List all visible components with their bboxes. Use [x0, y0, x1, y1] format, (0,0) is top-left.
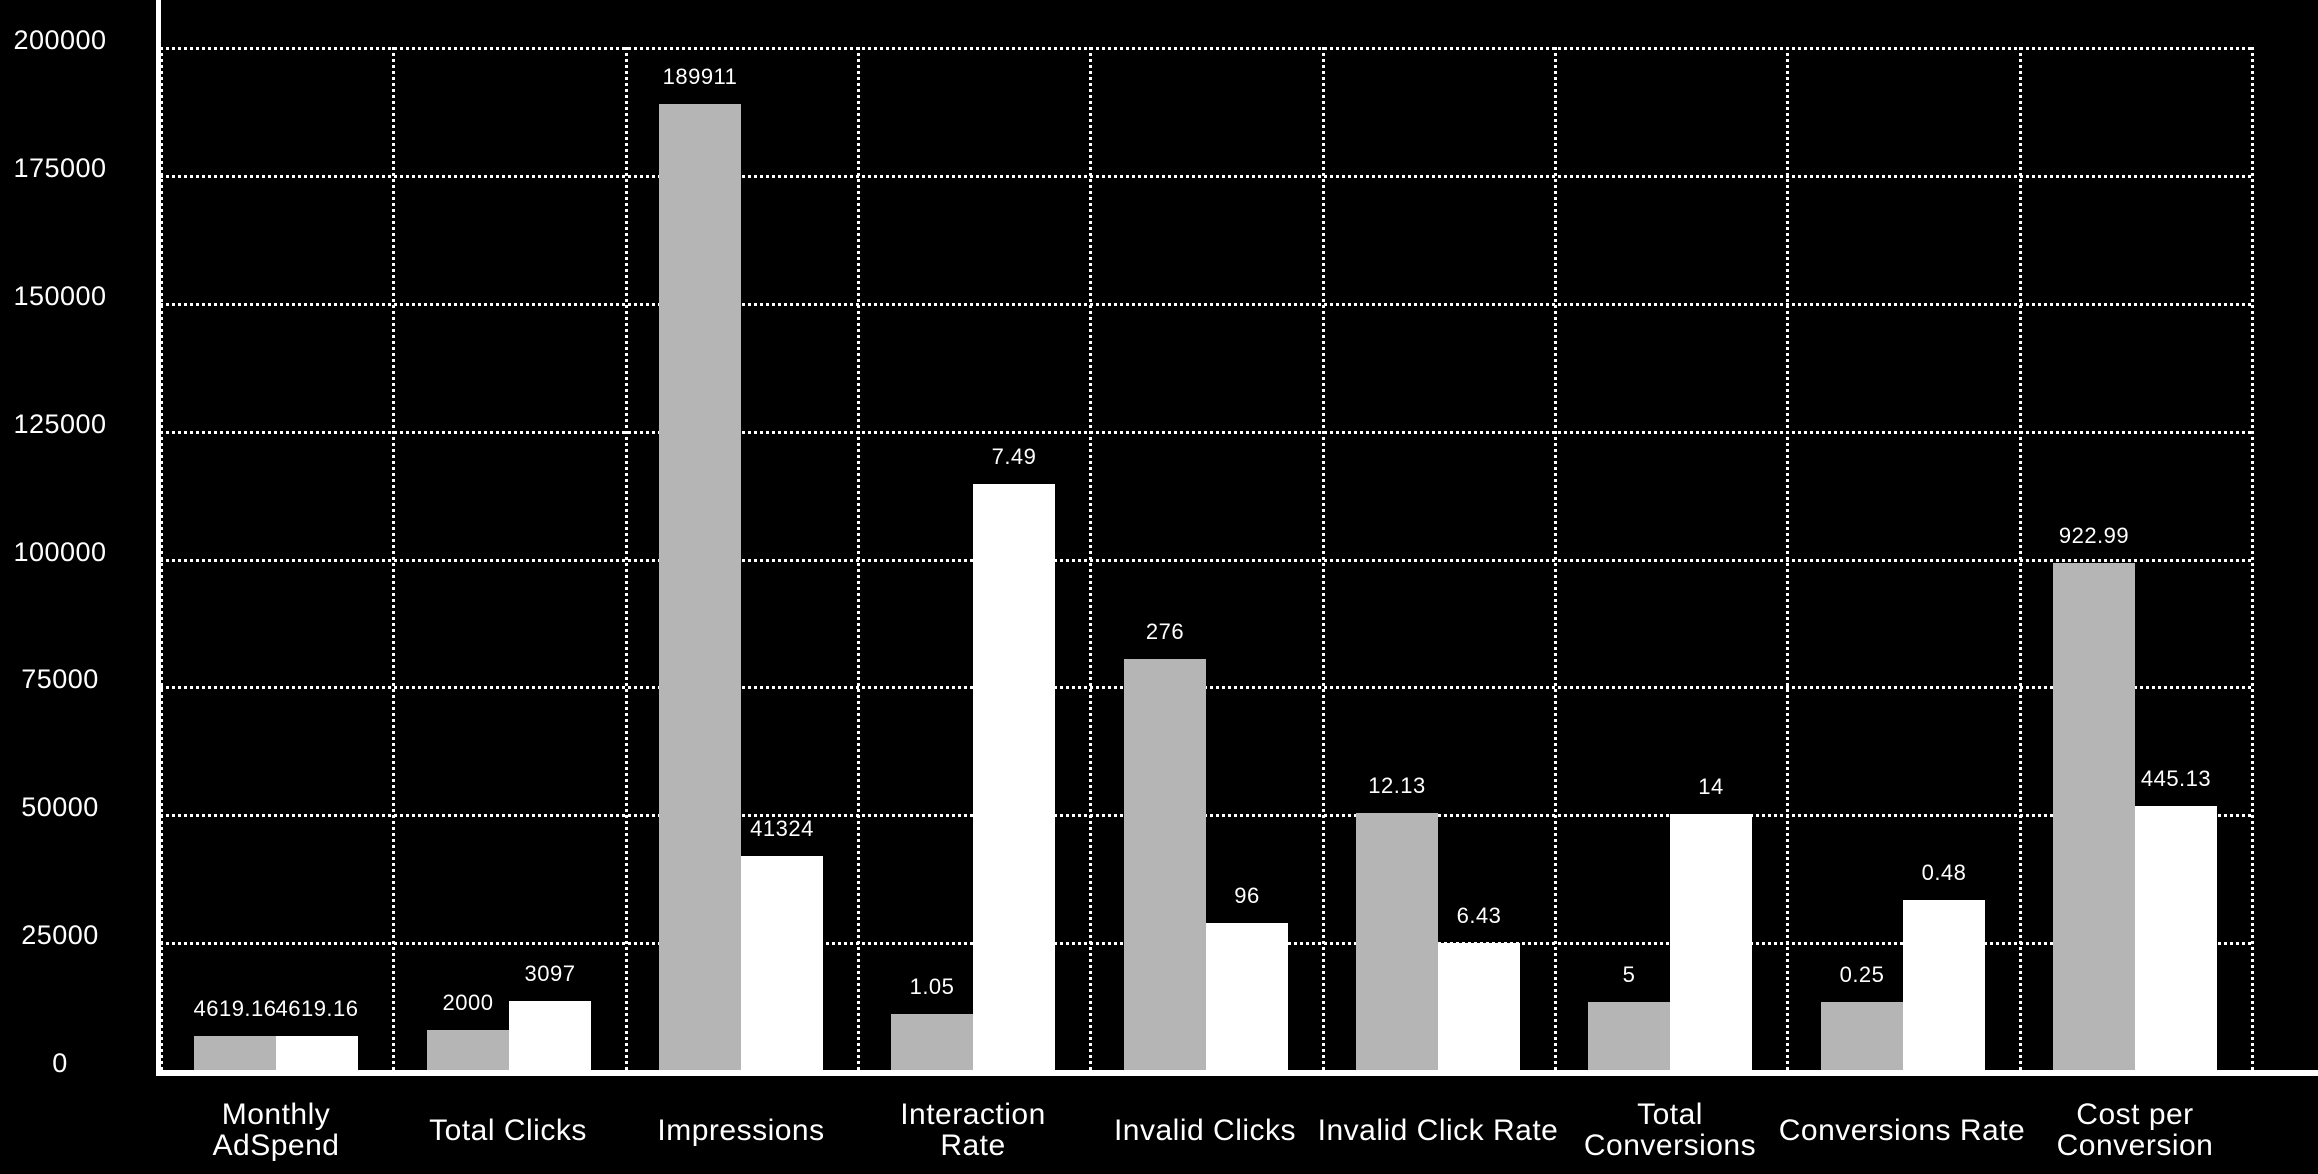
bar-series-2-white-conversions-rate [1903, 900, 1985, 1070]
bar-series-2-white-invalid-clicks [1206, 923, 1288, 1070]
category-label-total-conversions: Total Conversions [1583, 1098, 1757, 1162]
value-label-series-2-white-invalid-click-rate: 6.43 [1456, 903, 1502, 928]
value-label-series-1-gray-invalid-click-rate: 12.13 [1368, 773, 1426, 798]
value-label-series-2-white-invalid-clicks: 96 [1234, 883, 1260, 908]
bar-series-1-gray-total-clicks [427, 1030, 509, 1070]
category-label-total-clicks: Total Clicks [429, 1113, 587, 1147]
y-tick-label-0: 0 [52, 1048, 68, 1078]
vertical-gridline-0 [160, 47, 163, 1070]
y-tick-label-200000: 200000 [13, 25, 107, 55]
bar-series-1-gray-total-conversions [1588, 1002, 1670, 1070]
category-label-monthly-adspend: Monthly AdSpend [212, 1098, 340, 1162]
vertical-gridline-3 [857, 47, 860, 1070]
bar-series-1-gray-monthly-adspend [194, 1036, 276, 1070]
x-axis-line [156, 1070, 2318, 1076]
y-axis-line [156, 0, 161, 1075]
category-label-cost-per-conversion: Cost per Conversion [2056, 1098, 2214, 1162]
value-label-series-1-gray-total-clicks: 2000 [442, 990, 494, 1015]
horizontal-gridline-175000 [160, 175, 2251, 178]
bar-series-1-gray-impressions [659, 104, 741, 1070]
horizontal-gridline-100000 [160, 559, 2251, 562]
horizontal-gridline-200000 [160, 47, 2251, 50]
vertical-gridline-7 [1786, 47, 1789, 1070]
bar-series-2-white-monthly-adspend [276, 1036, 358, 1070]
bar-series-2-white-cost-per-conversion [2135, 806, 2217, 1070]
bar-series-2-white-total-clicks [509, 1001, 591, 1070]
value-label-series-2-white-total-clicks: 3097 [524, 961, 576, 986]
bar-series-2-white-interaction-rate [973, 484, 1055, 1070]
value-label-series-2-white-conversions-rate: 0.48 [1921, 860, 1967, 885]
category-label-impressions: Impressions [657, 1113, 825, 1147]
value-label-series-2-white-total-conversions: 14 [1698, 774, 1724, 799]
value-label-series-1-gray-cost-per-conversion: 922.99 [2058, 523, 2130, 548]
bar-series-2-white-total-conversions [1670, 814, 1752, 1070]
vertical-gridline-2 [625, 47, 628, 1070]
value-label-series-1-gray-impressions: 189911 [662, 64, 738, 89]
bar-series-1-gray-invalid-click-rate [1356, 813, 1438, 1070]
category-label-interaction-rate: Interaction Rate [900, 1098, 1046, 1162]
y-tick-label-25000: 25000 [21, 920, 99, 950]
category-label-invalid-click-rate: Invalid Click Rate [1317, 1113, 1559, 1147]
vertical-gridline-1 [392, 47, 395, 1070]
value-label-series-2-white-cost-per-conversion: 445.13 [2140, 766, 2212, 791]
category-label-invalid-clicks: Invalid Clicks [1113, 1113, 1297, 1147]
value-label-series-1-gray-total-conversions: 5 [1622, 962, 1636, 987]
bar-series-1-gray-conversions-rate [1821, 1002, 1903, 1070]
vertical-gridline-4 [1089, 47, 1092, 1070]
value-label-series-1-gray-invalid-clicks: 276 [1145, 619, 1185, 644]
bar-series-2-white-invalid-click-rate [1438, 943, 1520, 1070]
bar-series-2-white-impressions [741, 856, 823, 1070]
category-label-conversions-rate: Conversions Rate [1778, 1113, 2026, 1147]
vertical-gridline-5 [1322, 47, 1325, 1070]
vertical-gridline-9 [2251, 47, 2254, 1070]
vertical-gridline-6 [1554, 47, 1557, 1070]
value-label-series-2-white-interaction-rate: 7.49 [991, 444, 1037, 469]
value-label-series-1-gray-interaction-rate: 1.05 [909, 974, 955, 999]
value-label-series-2-white-monthly-adspend: 4619.16 [275, 996, 359, 1021]
value-label-series-2-white-impressions: 41324 [750, 816, 814, 841]
value-label-series-1-gray-conversions-rate: 0.25 [1839, 962, 1885, 987]
bar-series-1-gray-interaction-rate [891, 1014, 973, 1070]
vertical-gridline-8 [2019, 47, 2022, 1070]
horizontal-gridline-125000 [160, 431, 2251, 434]
y-tick-label-50000: 50000 [21, 792, 99, 822]
horizontal-gridline-150000 [160, 303, 2251, 306]
bar-series-1-gray-cost-per-conversion [2053, 563, 2135, 1070]
value-label-series-1-gray-monthly-adspend: 4619.16 [193, 996, 277, 1021]
bar-series-1-gray-invalid-clicks [1124, 659, 1206, 1070]
y-tick-label-75000: 75000 [21, 664, 99, 694]
y-tick-label-125000: 125000 [13, 409, 107, 439]
y-tick-label-100000: 100000 [13, 537, 107, 567]
y-tick-label-150000: 150000 [13, 281, 107, 311]
y-tick-label-175000: 175000 [13, 153, 107, 183]
